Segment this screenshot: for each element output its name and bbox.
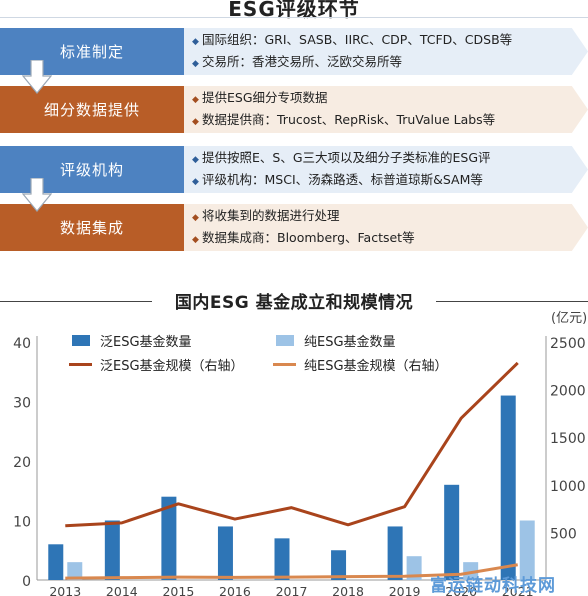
diamond-bullet-icon: ◆ (192, 234, 199, 245)
step-bullet: ◆ 评级机构：MSCI、汤森路透、标普道琼斯&SAM等 (192, 170, 588, 192)
y-left-tick-label: 20 (13, 455, 31, 471)
diamond-bullet-icon: ◆ (192, 212, 199, 223)
step-description: ◆ 将收集到的数据进行处理 ◆ 数据集成商：Bloomberg、Factset等 (184, 204, 588, 251)
step-bullet: ◆ 将收集到的数据进行处理 (192, 206, 588, 228)
y-left-tick-label: 40 (13, 336, 31, 352)
bar (444, 484, 460, 580)
bar (331, 550, 347, 580)
step-bullet: ◆ 数据提供商：Trucost、RepRisk、TruValue Labs等 (192, 110, 588, 132)
flow-step-data-provision: 细分数据提供 ◆ 提供ESG细分专项数据 ◆ 数据提供商：Trucost、RepRi… (0, 86, 588, 133)
series-line (65, 361, 519, 528)
x-tick-label: 2013 (49, 584, 81, 596)
y-right-tick-label: 2500 (550, 336, 586, 352)
legend-label: 泛ESG基金数量 (100, 334, 192, 350)
bar (217, 526, 233, 580)
step-label: 数据集成 (0, 204, 184, 251)
bar (274, 538, 290, 580)
legend-label: 纯ESG基金数量 (304, 334, 396, 350)
x-tick-label: 2018 (332, 584, 364, 596)
x-tick-label: 2015 (162, 584, 194, 596)
bar (500, 395, 516, 580)
y-right-tick-label: 1500 (550, 431, 586, 447)
flow-title-rule (0, 17, 588, 18)
flow-step-data-integration: 数据集成 ◆ 将收集到的数据进行处理 ◆ 数据集成商：Bloomberg、Facts… (0, 204, 588, 251)
x-tick-label: 2016 (219, 584, 251, 596)
chart-title: 国内ESG 基金成立和规模情况 (174, 293, 414, 313)
legend-label: 纯ESG基金规模（右轴） (304, 358, 448, 374)
legend-swatch (276, 335, 294, 346)
bar (48, 544, 64, 580)
y-right-tick-label: 1000 (550, 479, 586, 495)
diamond-bullet-icon: ◆ (192, 36, 199, 47)
diamond-bullet-icon: ◆ (192, 58, 199, 69)
flow-step-standard: 标准制定 ◆ 国际组织：GRI、SASB、IIRC、CDP、TCFD、CDSB等 … (0, 28, 588, 75)
step-bullet: ◆ 数据集成商：Bloomberg、Factset等 (192, 228, 588, 250)
step-description: ◆ 提供ESG细分专项数据 ◆ 数据提供商：Trucost、RepRisk、TruV… (184, 86, 588, 133)
legend-label: 泛ESG基金规模（右轴） (100, 358, 244, 374)
y-left-tick-label: 0 (22, 574, 31, 590)
down-arrow-icon (22, 178, 52, 212)
step-bullet: ◆ 提供按照E、S、G三大项以及细分子类标准的ESG评 (192, 148, 588, 170)
step-label: 细分数据提供 (0, 86, 184, 133)
watermark: 富运链动科技网 (430, 576, 556, 596)
diamond-bullet-icon: ◆ (192, 94, 199, 105)
y-right-tick-label: 2000 (550, 384, 586, 400)
diamond-bullet-icon: ◆ (192, 154, 199, 165)
step-bullet: ◆ 提供ESG细分专项数据 (192, 88, 588, 110)
down-arrow-icon (22, 60, 52, 94)
step-description: ◆ 提供按照E、S、G三大项以及细分子类标准的ESG评 ◆ 评级机构：MSCI、汤森… (184, 146, 588, 193)
step-description: ◆ 国际组织：GRI、SASB、IIRC、CDP、TCFD、CDSB等 ◆ 交易所：… (184, 28, 588, 75)
x-tick-label: 2014 (106, 584, 138, 596)
x-tick-label: 2017 (276, 584, 308, 596)
y-right-unit-label: (亿元) (551, 311, 587, 326)
bar (406, 556, 422, 580)
legend-swatch (72, 335, 90, 346)
step-bullet: ◆ 交易所：香港交易所、泛欧交易所等 (192, 52, 588, 74)
x-tick-label: 2019 (389, 584, 421, 596)
y-left-tick-label: 10 (13, 515, 31, 531)
bar (387, 526, 403, 580)
diamond-bullet-icon: ◆ (192, 116, 199, 127)
bar (67, 562, 83, 580)
diamond-bullet-icon: ◆ (192, 176, 199, 187)
bar (104, 520, 120, 580)
flow-title: ESG评级环节 (228, 0, 360, 21)
y-right-tick-label: 500 (550, 526, 577, 542)
step-bullet: ◆ 国际组织：GRI、SASB、IIRC、CDP、TCFD、CDSB等 (192, 30, 588, 52)
bar (161, 496, 177, 580)
y-left-tick-label: 30 (13, 396, 31, 412)
chart-title-rule (436, 301, 588, 302)
chart-title-rule (0, 301, 152, 302)
flow-step-rating-agency: 评级机构 ◆ 提供按照E、S、G三大项以及细分子类标准的ESG评 ◆ 评级机构：MS… (0, 146, 588, 193)
